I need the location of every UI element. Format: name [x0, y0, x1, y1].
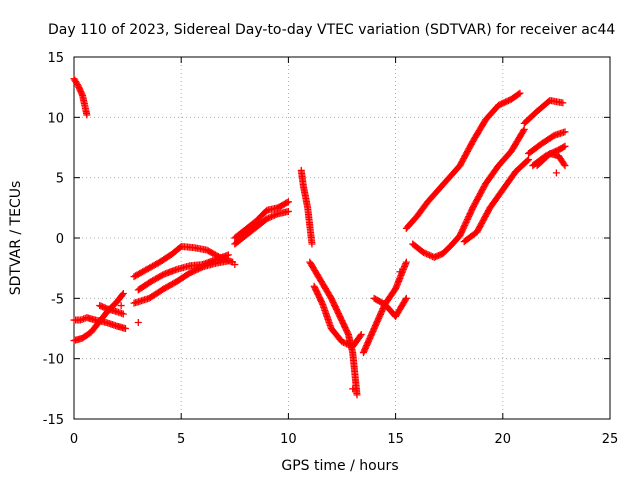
data-point: [523, 157, 531, 165]
y-tick-label: 15: [47, 51, 64, 66]
data-point: [552, 169, 560, 177]
data-point: [341, 339, 349, 347]
data-point: [338, 338, 346, 346]
data-point: [344, 341, 352, 349]
data-point: [224, 257, 232, 265]
y-tick-label: 10: [47, 111, 64, 126]
data-point: [560, 143, 568, 151]
x-tick-label: 0: [70, 432, 78, 447]
data-point: [561, 142, 569, 150]
data-point: [349, 385, 357, 393]
y-tick-label: -5: [51, 292, 64, 307]
data-point: [134, 318, 142, 326]
y-axis-label: SDTVAR / TECUs: [8, 181, 24, 296]
x-tick-label: 10: [280, 432, 297, 447]
data-point: [284, 198, 292, 206]
y-tick-label: 5: [56, 172, 64, 187]
data-point: [83, 111, 91, 119]
y-tick-label: 0: [56, 232, 64, 247]
data-point: [268, 213, 276, 221]
data-point: [340, 338, 348, 346]
data-point: [264, 214, 272, 222]
data-point: [402, 258, 410, 266]
data-point: [118, 291, 126, 299]
data-point: [283, 199, 291, 207]
axis-ticks: 0 5 10 15 20 25 -15 -10 -5 0 5 10 15: [43, 51, 619, 447]
data-point: [426, 251, 434, 259]
data-point: [396, 268, 404, 276]
data-point: [263, 215, 271, 223]
data-point: [353, 391, 361, 399]
data-point: [231, 261, 239, 269]
data-point: [119, 290, 127, 298]
x-tick-label: 15: [387, 432, 404, 447]
data-point: [515, 90, 523, 98]
x-tick-label: 20: [495, 432, 512, 447]
y-tick-label: -10: [43, 353, 64, 368]
data-point: [516, 89, 524, 97]
x-tick-label: 25: [602, 432, 619, 447]
data-point: [308, 240, 316, 248]
y-tick-label: -15: [43, 413, 64, 428]
data-point: [401, 296, 409, 304]
data-point: [272, 211, 280, 219]
data-point: [343, 340, 351, 348]
x-tick-label: 5: [177, 432, 185, 447]
data-point: [520, 125, 528, 133]
data-point: [119, 310, 127, 318]
data-point: [561, 162, 569, 170]
data-point: [424, 251, 432, 259]
data-point: [121, 325, 129, 332]
data-point: [421, 249, 429, 257]
grid-lines: [74, 57, 610, 419]
data-point: [525, 156, 533, 164]
data-point: [117, 302, 125, 310]
data-point: [419, 248, 427, 256]
data-point: [402, 294, 410, 302]
x-axis-label: GPS time / hours: [281, 458, 398, 474]
data-point: [356, 332, 364, 340]
data-point: [561, 128, 569, 136]
data-point: [266, 213, 274, 221]
data-point: [224, 251, 232, 259]
data-point: [423, 250, 431, 258]
data-point: [271, 211, 279, 219]
data-point: [559, 99, 567, 107]
data-point: [427, 252, 435, 260]
chart-title: Day 110 of 2023, Sidereal Day-to-day VTE…: [48, 22, 615, 38]
data-point: [269, 212, 277, 220]
data-points: [70, 75, 569, 399]
data-point: [560, 160, 568, 168]
data-point: [357, 331, 365, 339]
data-point: [284, 207, 292, 215]
data-point: [519, 127, 527, 135]
